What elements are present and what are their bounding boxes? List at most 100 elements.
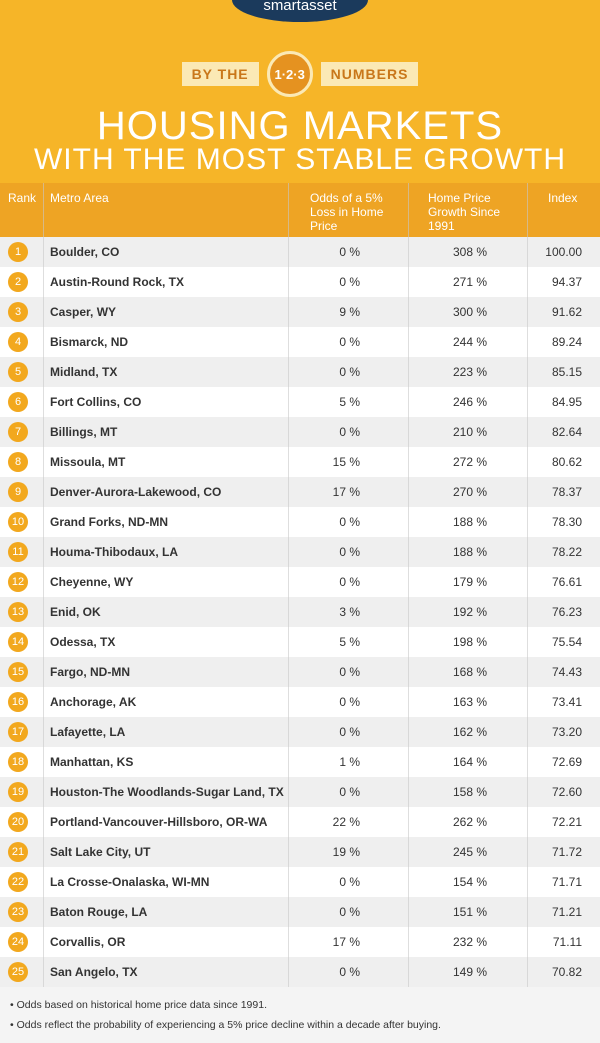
table-row: 14 Odessa, TX 5 % 198 % 75.54 bbox=[0, 627, 600, 657]
rank-badge: 16 bbox=[8, 692, 28, 712]
odds-cell: 17 % bbox=[332, 485, 360, 499]
growth-cell: 272 % bbox=[452, 455, 487, 469]
rank-badge: 15 bbox=[8, 662, 28, 682]
table-row: 10 Grand Forks, ND-MN 0 % 188 % 78.30 bbox=[0, 507, 600, 537]
rank-badge: 5 bbox=[8, 362, 28, 382]
footnotes: • Odds based on historical home price da… bbox=[0, 987, 600, 1043]
ribbon-right: NUMBERS bbox=[320, 62, 419, 86]
rank-badge: 14 bbox=[8, 632, 28, 652]
badge: 1·2·3 bbox=[266, 51, 313, 97]
growth-cell: 154 % bbox=[452, 875, 487, 889]
metro-area: Portland-Vancouver-Hillsboro, OR-WA bbox=[50, 815, 268, 829]
table-row: 4 Bismarck, ND 0 % 244 % 89.24 bbox=[0, 327, 600, 357]
odds-cell: 0 % bbox=[339, 905, 360, 919]
odds-cell: 0 % bbox=[339, 545, 360, 559]
growth-cell: 151 % bbox=[452, 905, 487, 919]
column-header: Metro Area bbox=[50, 191, 109, 205]
table-row: 19 Houston-The Woodlands-Sugar Land, TX 0 … bbox=[0, 777, 600, 807]
metro-area: Salt Lake City, UT bbox=[50, 845, 151, 859]
rank-badge: 17 bbox=[8, 722, 28, 742]
index-cell: 85.15 bbox=[551, 365, 582, 379]
ribbon-left: BY THE bbox=[181, 62, 259, 86]
index-cell: 71.11 bbox=[552, 935, 582, 949]
growth-cell: 192 % bbox=[452, 605, 487, 619]
rank-badge: 12 bbox=[8, 572, 28, 592]
column-separator bbox=[43, 183, 44, 987]
metro-area: Odessa, TX bbox=[50, 635, 116, 649]
growth-cell: 244 % bbox=[452, 335, 487, 349]
rank-badge: 25 bbox=[8, 962, 28, 982]
index-cell: 72.60 bbox=[551, 785, 582, 799]
index-cell: 70.82 bbox=[551, 965, 582, 979]
rank-badge: 1 bbox=[8, 242, 28, 262]
metro-area: La Crosse-Onalaska, WI-MN bbox=[50, 875, 210, 889]
odds-cell: 19 % bbox=[332, 845, 360, 859]
table-row: 13 Enid, OK 3 % 192 % 76.23 bbox=[0, 597, 600, 627]
rank-badge: 20 bbox=[8, 812, 28, 832]
table-row: 9 Denver-Aurora-Lakewood, CO 17 % 270 % 78.3… bbox=[0, 477, 600, 507]
odds-cell: 5 % bbox=[339, 635, 360, 649]
table-row: 24 Corvallis, OR 17 % 232 % 71.11 bbox=[0, 927, 600, 957]
table-row: 15 Fargo, ND-MN 0 % 168 % 74.43 bbox=[0, 657, 600, 687]
growth-cell: 232 % bbox=[452, 935, 487, 949]
metro-area: Enid, OK bbox=[50, 605, 101, 619]
table-row: 16 Anchorage, AK 0 % 163 % 73.41 bbox=[0, 687, 600, 717]
growth-cell: 246 % bbox=[452, 395, 487, 409]
index-cell: 80.62 bbox=[551, 455, 582, 469]
metro-area: Boulder, CO bbox=[50, 245, 120, 259]
growth-cell: 271 % bbox=[452, 275, 487, 289]
growth-cell: 164 % bbox=[452, 755, 487, 769]
metro-area: Midland, TX bbox=[50, 365, 118, 379]
table-header: Rank Metro Area Odds of a 5% Loss in Hom… bbox=[0, 183, 600, 237]
metro-area: Billings, MT bbox=[50, 425, 118, 439]
growth-cell: 158 % bbox=[452, 785, 487, 799]
index-cell: 72.69 bbox=[551, 755, 582, 769]
metro-area: Casper, WY bbox=[50, 305, 117, 319]
table-row: 3 Casper, WY 9 % 300 % 91.62 bbox=[0, 297, 600, 327]
rank-badge: 3 bbox=[8, 302, 28, 322]
table-row: 20 Portland-Vancouver-Hillsboro, OR-WA 22 … bbox=[0, 807, 600, 837]
rank-badge: 22 bbox=[8, 872, 28, 892]
odds-cell: 0 % bbox=[339, 425, 360, 439]
metro-area: Lafayette, LA bbox=[50, 725, 126, 739]
index-cell: 89.24 bbox=[551, 335, 582, 349]
rank-badge: 4 bbox=[8, 332, 28, 352]
growth-cell: 308 % bbox=[452, 245, 487, 259]
rank-badge: 6 bbox=[8, 392, 28, 412]
index-cell: 73.41 bbox=[551, 695, 582, 709]
index-cell: 82.64 bbox=[551, 425, 582, 439]
odds-cell: 0 % bbox=[339, 335, 360, 349]
rank-badge: 11 bbox=[8, 542, 28, 562]
header: smartasset BY THE 1·2·3 NUMBERS HOUSING … bbox=[0, 0, 600, 183]
growth-cell: 198 % bbox=[452, 635, 487, 649]
growth-cell: 210 % bbox=[452, 425, 487, 439]
odds-cell: 0 % bbox=[339, 965, 360, 979]
growth-cell: 262 % bbox=[452, 815, 487, 829]
index-cell: 76.61 bbox=[551, 575, 582, 589]
metro-area: Houma-Thibodaux, LA bbox=[50, 545, 178, 559]
table-row: 23 Baton Rouge, LA 0 % 151 % 71.21 bbox=[0, 897, 600, 927]
odds-cell: 17 % bbox=[332, 935, 360, 949]
odds-cell: 0 % bbox=[339, 725, 360, 739]
table-row: 8 Missoula, MT 15 % 272 % 80.62 bbox=[0, 447, 600, 477]
table-row: 25 San Angelo, TX 0 % 149 % 70.82 bbox=[0, 957, 600, 987]
badge-row: BY THE 1·2·3 NUMBERS bbox=[0, 51, 600, 97]
index-cell: 76.23 bbox=[551, 605, 582, 619]
growth-cell: 163 % bbox=[452, 695, 487, 709]
index-cell: 71.21 bbox=[551, 905, 582, 919]
index-cell: 72.21 bbox=[551, 815, 582, 829]
rank-badge: 23 bbox=[8, 902, 28, 922]
index-cell: 74.43 bbox=[551, 665, 582, 679]
rank-badge: 7 bbox=[8, 422, 28, 442]
odds-cell: 0 % bbox=[339, 575, 360, 589]
odds-cell: 0 % bbox=[339, 875, 360, 889]
growth-cell: 162 % bbox=[452, 725, 487, 739]
odds-cell: 1 % bbox=[339, 755, 360, 769]
metro-area: Fargo, ND-MN bbox=[50, 665, 130, 679]
table-row: 1 Boulder, CO 0 % 308 % 100.00 bbox=[0, 237, 600, 267]
index-cell: 78.37 bbox=[551, 485, 582, 499]
column-header: Rank bbox=[8, 191, 37, 205]
table-row: 18 Manhattan, KS 1 % 164 % 72.69 bbox=[0, 747, 600, 777]
odds-cell: 0 % bbox=[339, 515, 360, 529]
index-cell: 78.22 bbox=[551, 545, 582, 559]
